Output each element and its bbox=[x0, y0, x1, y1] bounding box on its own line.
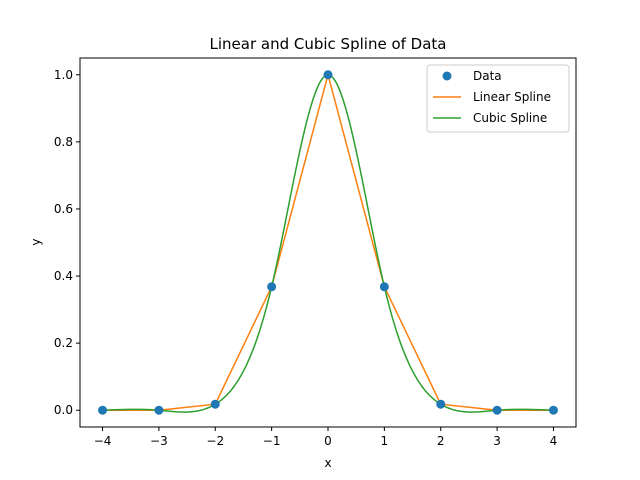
legend-label: Data bbox=[473, 69, 502, 83]
data-point bbox=[154, 405, 164, 415]
axis-ticks: −4 −3 −2 −1 0 1 2 3 4 0.0 0.2 0.4 0.6 0.8 1.0 bbox=[54, 68, 557, 448]
plot-area bbox=[98, 70, 558, 415]
legend: Data Linear Spline Cubic Spline bbox=[426, 64, 570, 133]
y-tick-label: 0.0 bbox=[54, 403, 73, 417]
x-tick-label: 4 bbox=[550, 434, 558, 448]
x-tick-label: 1 bbox=[381, 434, 389, 448]
legend-box bbox=[426, 64, 570, 133]
x-tick-label: 0 bbox=[324, 434, 332, 448]
x-tick-label: 2 bbox=[437, 434, 445, 448]
x-tick-label: 3 bbox=[493, 434, 501, 448]
data-point bbox=[98, 405, 108, 415]
legend-label: Linear Spline bbox=[473, 90, 551, 104]
y-tick-label: 1.0 bbox=[54, 68, 73, 82]
data-point bbox=[267, 282, 277, 292]
x-tick-label: −1 bbox=[263, 434, 281, 448]
data-point bbox=[492, 405, 502, 415]
y-tick-label: 0.6 bbox=[54, 202, 73, 216]
data-point bbox=[379, 282, 389, 292]
chart-title: Linear and Cubic Spline of Data bbox=[210, 35, 447, 53]
x-tick-label: −2 bbox=[206, 434, 224, 448]
data-point bbox=[210, 399, 220, 409]
axes-frame bbox=[79, 57, 577, 428]
legend-marker-data bbox=[442, 71, 452, 81]
data-point bbox=[548, 405, 558, 415]
data-point bbox=[436, 399, 446, 409]
y-tick-label: 0.8 bbox=[54, 135, 73, 149]
x-tick-label: −3 bbox=[150, 434, 168, 448]
y-tick-label: 0.4 bbox=[54, 269, 73, 283]
x-axis-label: x bbox=[324, 456, 331, 470]
x-tick-label: −4 bbox=[94, 434, 112, 448]
data-point bbox=[323, 70, 333, 80]
y-axis-label: y bbox=[29, 238, 43, 245]
legend-label: Cubic Spline bbox=[473, 111, 547, 125]
y-tick-label: 0.2 bbox=[54, 336, 73, 350]
